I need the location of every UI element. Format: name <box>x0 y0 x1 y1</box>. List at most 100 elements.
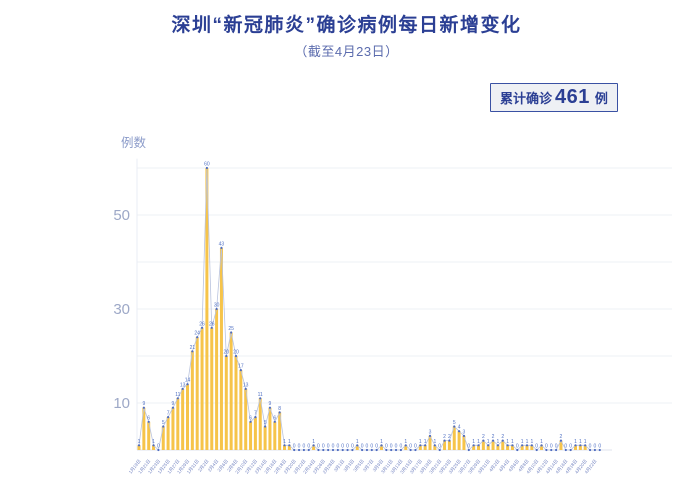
bar <box>443 440 447 450</box>
value-label: 1 <box>424 439 427 445</box>
data-point <box>380 444 383 447</box>
value-label: 0 <box>409 444 412 450</box>
bar <box>404 445 408 450</box>
data-point <box>239 369 242 372</box>
data-point <box>191 350 194 353</box>
bar <box>530 445 534 450</box>
data-point <box>273 420 276 423</box>
data-point <box>458 430 461 433</box>
y-tick-label: 50 <box>113 207 130 224</box>
value-label: 3 <box>429 429 432 435</box>
data-point <box>409 448 412 452</box>
data-point <box>312 444 315 447</box>
data-point <box>385 448 388 452</box>
data-point <box>157 448 160 452</box>
data-point <box>569 448 572 452</box>
cumulative-total-badge: 累计确诊 461 例 <box>490 83 618 112</box>
data-point <box>196 336 199 339</box>
bar <box>355 445 359 450</box>
data-point <box>302 448 305 452</box>
bar <box>229 332 233 450</box>
value-label: 2 <box>560 434 563 440</box>
bar <box>249 421 253 450</box>
bar <box>312 445 316 450</box>
data-point <box>530 444 533 447</box>
data-point <box>142 406 145 409</box>
bar <box>244 388 248 450</box>
value-label: 0 <box>569 444 572 450</box>
data-point <box>322 448 325 452</box>
data-point <box>555 448 558 452</box>
value-label: 0 <box>303 444 306 450</box>
value-label: 3 <box>463 429 466 435</box>
value-label: 21 <box>190 345 196 351</box>
bar <box>268 407 272 450</box>
data-point <box>244 387 247 390</box>
data-point <box>215 307 218 311</box>
bar <box>161 426 165 450</box>
bar <box>481 440 485 450</box>
data-point <box>264 425 267 428</box>
value-label: 0 <box>438 444 441 450</box>
value-label: 1 <box>312 439 315 445</box>
value-label: 25 <box>228 326 234 332</box>
value-label: 11 <box>175 392 180 398</box>
value-label: 2 <box>443 434 446 440</box>
bar <box>491 440 495 450</box>
data-point <box>550 448 553 452</box>
value-label: 2 <box>482 434 485 440</box>
bar <box>574 445 577 450</box>
bar <box>501 440 505 450</box>
data-point <box>540 444 543 447</box>
data-point <box>278 411 281 414</box>
value-label: 0 <box>375 444 378 450</box>
value-label: 9 <box>142 401 145 407</box>
value-label: 30 <box>214 303 220 309</box>
data-point <box>249 420 252 423</box>
value-label: 6 <box>147 415 150 421</box>
value-label: 20 <box>224 350 230 356</box>
data-point <box>365 448 369 452</box>
value-label: 1 <box>521 439 524 445</box>
data-point <box>491 439 495 442</box>
value-label: 1 <box>511 439 514 445</box>
bar <box>278 412 282 450</box>
value-label: 24 <box>194 331 200 337</box>
bar <box>176 398 180 450</box>
bar <box>462 435 466 450</box>
bar <box>287 445 291 450</box>
data-point <box>593 448 597 452</box>
bar <box>428 435 432 450</box>
value-label: 1 <box>404 439 407 445</box>
data-point <box>404 444 407 447</box>
bar <box>525 445 529 450</box>
data-point <box>564 448 567 452</box>
value-label: 1 <box>574 439 577 445</box>
data-point <box>394 448 398 452</box>
value-label: 1 <box>530 439 533 445</box>
data-point <box>297 448 301 452</box>
value-label: 5 <box>264 420 267 426</box>
value-label: 2 <box>492 434 495 440</box>
bar <box>253 417 257 450</box>
bar <box>380 445 383 450</box>
data-point <box>516 448 519 452</box>
value-label: 0 <box>366 444 369 450</box>
bar <box>215 309 219 450</box>
data-point <box>220 246 223 249</box>
data-point <box>448 439 451 442</box>
data-point <box>579 444 582 447</box>
bar <box>263 426 267 450</box>
bar <box>283 445 286 450</box>
value-label: 8 <box>278 406 281 412</box>
value-label: 0 <box>550 444 553 450</box>
value-label: 9 <box>269 401 272 407</box>
value-label: 1 <box>497 439 500 445</box>
value-label: 0 <box>351 444 354 450</box>
page-subtitle: （截至4月23日） <box>294 44 399 59</box>
value-label: 0 <box>589 444 592 450</box>
value-label: 0 <box>332 444 335 450</box>
value-label: 6 <box>249 415 252 421</box>
data-point <box>288 444 291 447</box>
